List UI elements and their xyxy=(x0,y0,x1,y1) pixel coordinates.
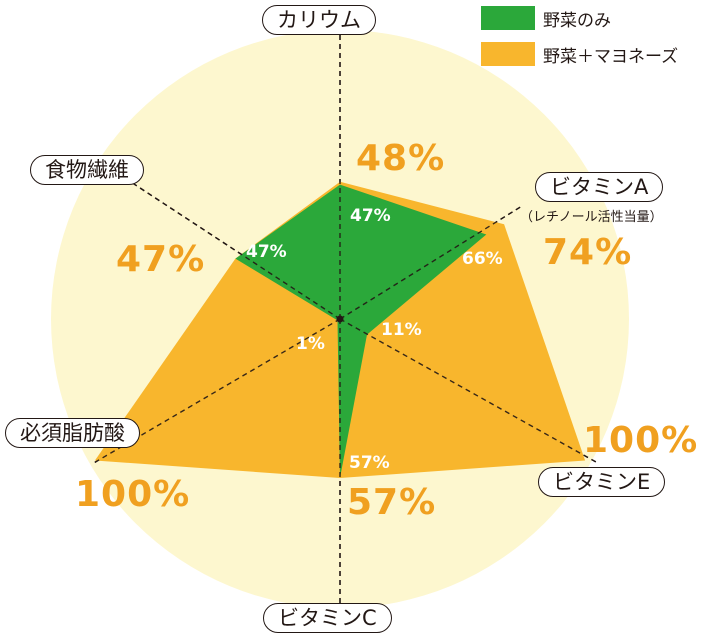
data-label-veg-vitamin-e: 11% xyxy=(381,320,422,340)
data-label-mayo-vitamin-c: 57% xyxy=(347,482,437,523)
legend: 野菜のみ 野菜＋マヨネーズ xyxy=(481,6,678,78)
axis-label-vitamin-a: ビタミンA xyxy=(535,172,664,202)
series-vegetables-polygon xyxy=(235,184,487,478)
axis-label-vitamin-e: ビタミンE xyxy=(538,467,666,497)
data-label-mayo-dietary-fiber: 47% xyxy=(116,239,206,280)
data-label-mayo-essential-fatty-acids: 100% xyxy=(75,474,191,515)
axis-line xyxy=(339,318,597,463)
legend-item-vegetables: 野菜のみ xyxy=(481,6,678,31)
data-label-veg-essential-fatty-acids: 1% xyxy=(296,334,325,354)
axis-label-essential-fatty-acids: 必須脂肪酸 xyxy=(5,418,140,448)
data-label-mayo-potassium: 48% xyxy=(356,138,446,179)
legend-swatch-vegetables xyxy=(481,6,535,30)
center-dot xyxy=(336,315,344,323)
data-label-veg-dietary-fiber: 47% xyxy=(246,242,287,262)
data-label-veg-vitamin-a: 66% xyxy=(462,249,503,269)
axis-label-dietary-fiber: 食物繊維 xyxy=(30,155,144,185)
data-label-veg-vitamin-c: 57% xyxy=(349,453,390,473)
legend-label-mayo: 野菜＋マヨネーズ xyxy=(543,46,679,67)
axis-line xyxy=(91,318,341,465)
axis-lines-overlay xyxy=(91,28,597,628)
axis-label-potassium: カリウム xyxy=(262,5,376,35)
legend-swatch-mayo xyxy=(481,42,535,66)
data-label-mayo-vitamin-e: 100% xyxy=(583,420,699,461)
axis-line xyxy=(104,164,341,320)
legend-label-vegetables: 野菜のみ xyxy=(543,10,611,31)
legend-item-mayo: 野菜＋マヨネーズ xyxy=(481,42,679,67)
data-label-veg-potassium: 47% xyxy=(350,206,391,226)
data-label-mayo-vitamin-a: 74% xyxy=(543,232,633,273)
axis-sublabel-vitamin-a: （レチノール活性当量） xyxy=(520,210,663,225)
axis-label-vitamin-c: ビタミンC xyxy=(263,603,392,633)
